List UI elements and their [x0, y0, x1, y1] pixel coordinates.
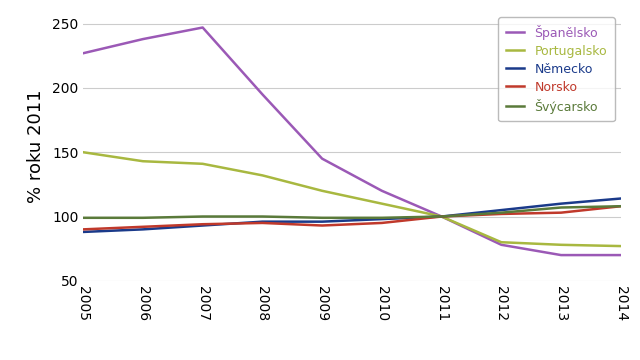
Norsko [318, 223, 326, 228]
Portugalsko [79, 150, 87, 154]
Norsko [199, 222, 207, 226]
Německo [497, 208, 505, 212]
Švýcarsko [497, 211, 505, 215]
Norsko [259, 221, 266, 225]
Španělsko [79, 51, 87, 55]
Portugalsko [557, 243, 565, 247]
Norsko [438, 214, 445, 219]
Německo [139, 227, 147, 231]
Švýcarsko [259, 214, 266, 219]
Portugalsko [199, 162, 207, 166]
Švýcarsko [617, 204, 625, 208]
Line: Německo: Německo [83, 198, 621, 232]
Španělsko [199, 25, 207, 30]
Legend: Španělsko, Portugalsko, Německo, Norsko, Švýcarsko: Španělsko, Portugalsko, Německo, Norsko,… [498, 17, 614, 121]
Španělsko [438, 214, 445, 219]
Portugalsko [438, 214, 445, 219]
Norsko [79, 227, 87, 231]
Norsko [617, 204, 625, 208]
Německo [199, 223, 207, 228]
Španělsko [259, 92, 266, 96]
Švýcarsko [378, 216, 386, 220]
Portugalsko [617, 244, 625, 248]
Y-axis label: % roku 2011: % roku 2011 [27, 89, 45, 203]
Norsko [557, 211, 565, 215]
Španělsko [557, 253, 565, 257]
Německo [79, 230, 87, 234]
Portugalsko [139, 159, 147, 163]
Norsko [378, 221, 386, 225]
Norsko [139, 225, 147, 229]
Line: Portugalsko: Portugalsko [83, 152, 621, 246]
Španělsko [378, 189, 386, 193]
Švýcarsko [318, 216, 326, 220]
Španělsko [617, 253, 625, 257]
Švýcarsko [139, 216, 147, 220]
Španělsko [318, 157, 326, 161]
Německo [617, 196, 625, 201]
Line: Švýcarsko: Švýcarsko [83, 206, 621, 218]
Německo [259, 220, 266, 224]
Norsko [497, 212, 505, 216]
Německo [318, 220, 326, 224]
Line: Norsko: Norsko [83, 206, 621, 229]
Portugalsko [497, 240, 505, 244]
Švýcarsko [557, 205, 565, 210]
Německo [378, 217, 386, 221]
Španělsko [497, 243, 505, 247]
Portugalsko [318, 189, 326, 193]
Německo [438, 214, 445, 219]
Portugalsko [378, 202, 386, 206]
Německo [557, 202, 565, 206]
Španělsko [139, 37, 147, 41]
Portugalsko [259, 173, 266, 177]
Švýcarsko [199, 214, 207, 219]
Švýcarsko [79, 216, 87, 220]
Švýcarsko [438, 214, 445, 219]
Line: Španělsko: Španělsko [83, 27, 621, 255]
